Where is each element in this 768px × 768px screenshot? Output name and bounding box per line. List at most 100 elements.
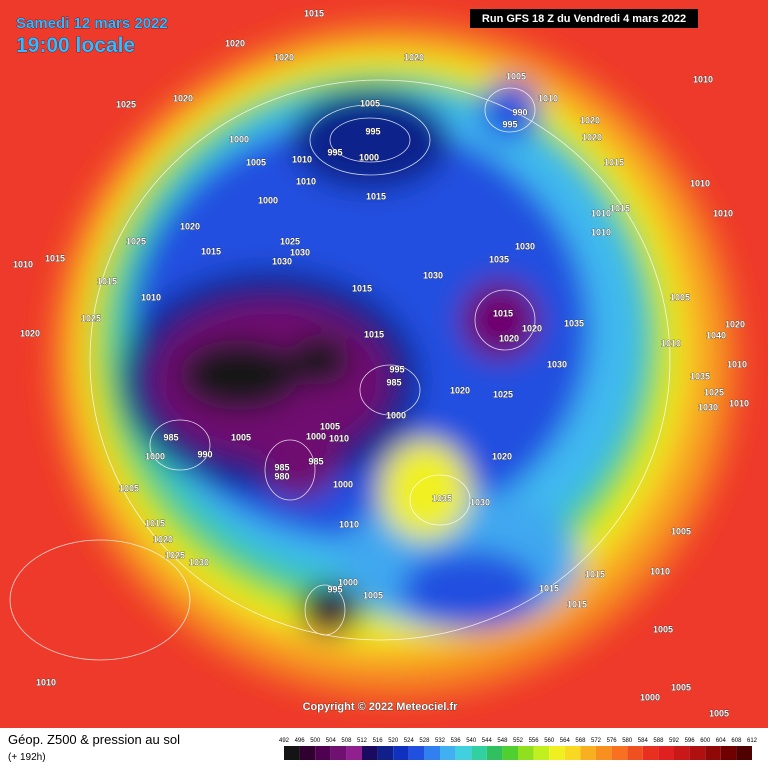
isobar-label: 1015	[201, 246, 221, 256]
colorbar-label: 556	[529, 738, 540, 744]
isobar-label: 1020	[582, 132, 602, 142]
isobar-label: 1035	[432, 493, 452, 503]
isobar-label: 1020	[274, 52, 294, 62]
isobar-label: 1025	[165, 550, 185, 560]
isobar-label: 1015	[304, 8, 324, 18]
isobar-label: 1035	[489, 254, 509, 264]
isobar-label: 1005	[231, 432, 251, 442]
isobar-label: 1000	[386, 410, 406, 420]
isobar-label: 1025	[81, 313, 101, 323]
isobar-label: 1000	[258, 195, 278, 205]
isobar-label: 1000	[229, 134, 249, 144]
colorbar-cell	[611, 746, 628, 760]
isobar-label: 1020	[225, 38, 245, 48]
colorbar-cell	[424, 746, 440, 760]
colorbar-cell	[455, 746, 472, 760]
isobar-label: 1020	[180, 221, 200, 231]
colorbar-label: 528	[419, 738, 430, 744]
isobar-label: 985	[274, 462, 289, 472]
isobar-label: 1030	[272, 256, 292, 266]
colorbar-cell	[377, 746, 394, 760]
isobar-label: 990	[512, 107, 527, 117]
isobar-label: 995	[502, 119, 517, 129]
isobar-label: 1030	[698, 402, 718, 412]
colorbar-label: 576	[607, 738, 618, 744]
isobar-label: 995	[389, 364, 404, 374]
colorbar-cell	[502, 746, 518, 760]
colorbar-cell	[518, 746, 534, 760]
colorbar-label: 520	[388, 738, 399, 744]
isobar-label: 1000	[338, 577, 358, 587]
isobar-label: 1010	[13, 259, 33, 269]
colorbar-label: 508	[341, 738, 352, 744]
isobar-label: 980	[274, 471, 289, 481]
isobar-label: 1025	[493, 389, 513, 399]
isobar-label: 995	[365, 126, 380, 136]
colorbar-label: 572	[591, 738, 602, 744]
colorbar-label: 500	[310, 738, 321, 744]
run-box	[470, 9, 698, 28]
isobar-label: 1020	[492, 451, 512, 461]
isobar-label: 1030	[189, 557, 209, 567]
isobar-label: 1035	[564, 318, 584, 328]
colorbar-cell	[705, 746, 721, 760]
colorbar-label: 612	[747, 738, 758, 744]
colorbar-label: 496	[295, 738, 306, 744]
isobar-label: 1015	[539, 583, 559, 593]
isobar-label: 985	[308, 456, 323, 466]
colorbar-label: 552	[513, 738, 524, 744]
isobar-label: 1000	[359, 152, 379, 162]
isobar-label: 1015	[97, 276, 117, 286]
isobar-label: 1020	[153, 534, 173, 544]
colorbar-cell	[658, 746, 674, 760]
colorbar-cell	[471, 746, 487, 760]
colorbar-label: 512	[357, 738, 368, 744]
colorbar-cell	[440, 746, 456, 760]
isobar-label: 1040	[706, 330, 726, 340]
colorbar-label: 560	[544, 738, 555, 744]
colorbar-cell	[596, 746, 612, 760]
isobar-label: 1010	[693, 74, 713, 84]
colorbar-label: 536	[451, 738, 462, 744]
isobar-label: 1000	[333, 479, 353, 489]
isobar-label: 1020	[20, 328, 40, 338]
colorbar-cell	[580, 746, 596, 760]
colorbar-cell	[689, 746, 706, 760]
isobar-label: 1000	[306, 431, 326, 441]
colorbar-cell	[393, 746, 409, 760]
isobar-label: 1010	[296, 176, 316, 186]
colorbar-cell	[315, 746, 331, 760]
isobar-labels: 1015 1020 1020 1020 1025 1020 1005 1010 990 995 10…	[13, 8, 750, 719]
isobar-label: 1010	[650, 566, 670, 576]
isobar-label: 1010	[591, 208, 611, 218]
geopotential-shading	[50, 20, 740, 700]
isobar-label: 1030	[290, 247, 310, 257]
run-info: Run GFS 18 Z du Vendredi 4 mars 2022	[482, 13, 686, 25]
isobar-label: 1020	[499, 333, 519, 343]
colorbar-cell	[674, 746, 690, 760]
colorbar-label: 580	[622, 738, 633, 744]
isobar-label: 1010	[591, 227, 611, 237]
isobar-label: 1030	[515, 241, 535, 251]
isobar-label: 1000	[640, 692, 660, 702]
isobar-label: 1010	[329, 433, 349, 443]
copyright: Copyright © 2022 Meteociel.fr	[303, 701, 459, 713]
isobar-label: 995	[327, 147, 342, 157]
isobar-label: 1005	[363, 590, 383, 600]
isobar-label: 1015	[145, 518, 165, 528]
colorbar-label: 516	[373, 738, 384, 744]
colorbar-cell	[720, 746, 737, 760]
colorbar-label: 548	[497, 738, 508, 744]
colorbar-cell	[564, 746, 581, 760]
isobar-label: 1020	[173, 93, 193, 103]
isobar-label: 1020	[725, 319, 745, 329]
isobar-label: 1020	[450, 385, 470, 395]
colorbar-label: 608	[731, 738, 742, 744]
isobar-label: 1020	[404, 52, 424, 62]
isobar-label: 1005	[246, 157, 266, 167]
colorbar-cell	[408, 746, 425, 760]
isobar-label: 1015	[364, 329, 384, 339]
isobar-label: 1005	[506, 71, 526, 81]
isobar-label: 1020	[580, 115, 600, 125]
